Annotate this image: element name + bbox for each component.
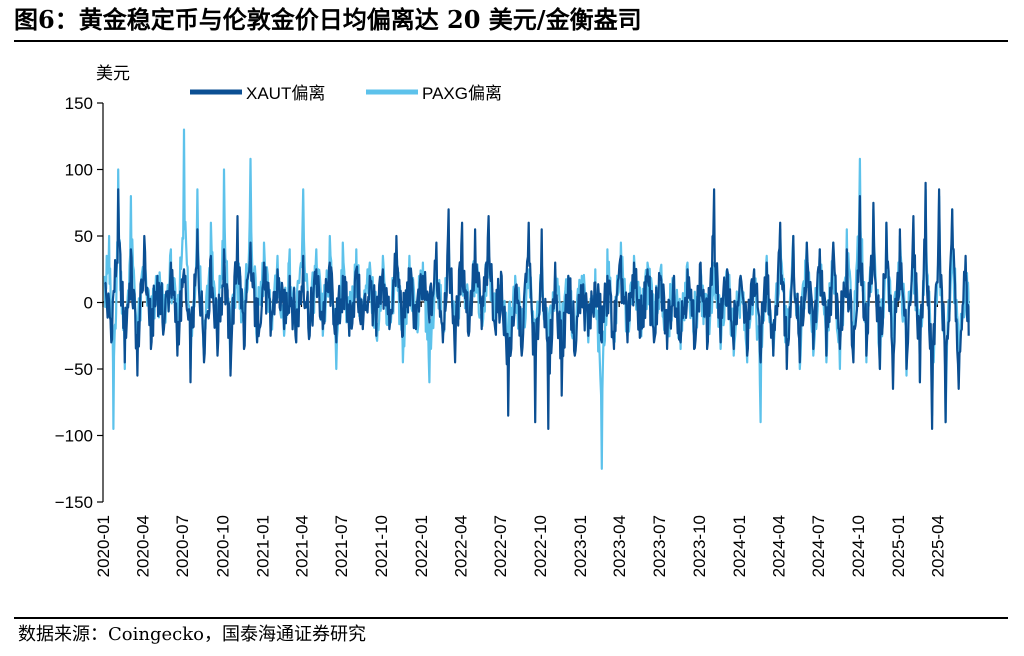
line-chart: −150 −100 −50 0 50 100 150 2020-01 2020-04 2020-0… [55,64,970,577]
x-tick-label: 2022-04 [451,515,470,577]
legend: XAUT偏离 PAXG偏离 [190,84,502,103]
y-tick-label: 50 [74,227,93,246]
y-tick-label: 0 [84,294,93,313]
y-tick-label: −150 [55,493,93,512]
x-tick-label: 2025-04 [928,515,947,577]
y-tick-label: −100 [55,427,93,446]
x-tick-label: 2021-04 [292,515,311,577]
x-tick-label: 2020-07 [173,515,192,577]
y-tick-label: 150 [65,94,93,113]
x-tick-label: 2023-01 [571,515,590,577]
x-tick-label: 2025-01 [889,515,908,577]
y-tick-label: 100 [65,161,93,180]
legend-item-paxg: PAXG偏离 [366,84,502,103]
x-tick-label: 2024-10 [849,515,868,577]
y-tick-label: −50 [64,360,93,379]
x-tick-label: 2022-07 [491,515,510,577]
source-rule [14,617,1008,619]
x-tick-label: 2022-01 [412,515,431,577]
legend-label: XAUT偏离 [246,84,325,103]
x-tick-label: 2022-10 [531,515,550,577]
x-tick-label: 2020-04 [134,515,153,577]
x-tick-label: 2024-04 [769,515,788,577]
x-tick-label: 2021-10 [372,515,391,577]
x-tick-label: 2023-04 [610,515,629,577]
x-tick-label: 2024-07 [809,515,828,577]
legend-item-xaut: XAUT偏离 [190,84,325,103]
x-tick-label: 2023-07 [650,515,669,577]
figure-title: 图6：黄金稳定币与伦敦金价日均偏离达 20 美元/金衡盎司 [14,5,642,34]
x-tick-label: 2020-10 [213,515,232,577]
title-rule [14,40,1008,42]
y-axis-label: 美元 [96,64,130,84]
x-tick-label: 2023-10 [690,515,709,577]
legend-label: PAXG偏离 [422,84,502,103]
x-tick-label: 2020-01 [94,515,113,577]
x-tick-label: 2021-01 [253,515,272,577]
series-layer [103,128,970,470]
x-tick-label: 2024-01 [730,515,749,577]
x-tick-label: 2021-07 [332,515,351,577]
series-xaut-line [104,181,970,430]
source-note: 数据来源：Coingecko，国泰海通证券研究 [18,624,366,645]
